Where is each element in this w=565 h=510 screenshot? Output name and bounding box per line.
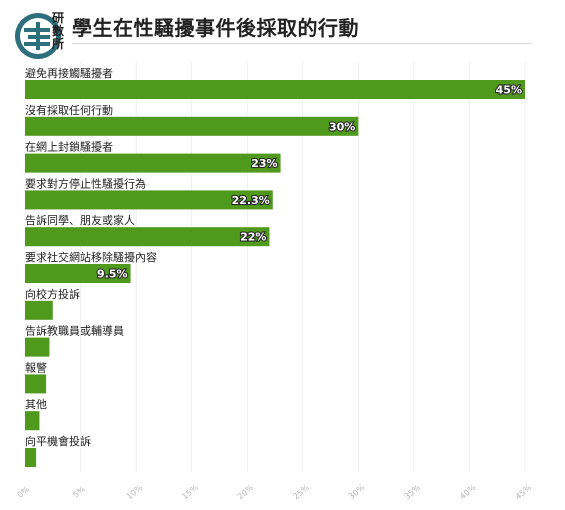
- bar: [25, 264, 131, 283]
- category-label: 報警: [25, 360, 47, 374]
- bar: [25, 300, 53, 320]
- logo-icon: [15, 13, 61, 59]
- title-divider: [72, 43, 532, 44]
- header: 研數所 學生在性騷擾事件後採取的行動: [0, 0, 565, 59]
- data-label: 9.5%: [97, 268, 128, 281]
- x-tick-label: 10%: [125, 483, 145, 502]
- data-label: 22%: [240, 231, 266, 244]
- bar: [25, 448, 37, 467]
- bar: [25, 190, 273, 210]
- logo-text: 研數所: [52, 11, 65, 51]
- x-tick-label: 5%: [71, 484, 87, 499]
- category-label: 向平機會投訴: [25, 434, 91, 448]
- data-label: 23%: [251, 157, 277, 170]
- bar: [25, 337, 50, 357]
- bar: [25, 116, 359, 136]
- x-tick-label: 45%: [514, 483, 534, 502]
- category-label: 在網上封鎖騷擾者: [25, 140, 113, 154]
- category-label: 要求對方停止性騷擾行為: [25, 176, 146, 190]
- x-tick-label: 25%: [291, 483, 311, 502]
- category-label: 沒有採取任何行動: [25, 103, 113, 117]
- category-label: 告訴教職員或輔導員: [25, 324, 124, 338]
- x-tick-label: 40%: [458, 483, 478, 502]
- x-tick-label: 30%: [347, 483, 367, 502]
- x-tick-label: 15%: [180, 483, 200, 502]
- bar: [25, 411, 40, 431]
- bar: [25, 374, 47, 394]
- data-label: 45%: [496, 84, 522, 97]
- bar: [25, 80, 525, 99]
- category-label: 告訴同學、朋友或家人: [25, 213, 135, 227]
- data-label: 22.3%: [232, 194, 270, 207]
- data-label: 30%: [329, 120, 355, 133]
- category-label: 要求社交網站移除騷擾內容: [25, 250, 157, 264]
- category-label: 向校方投訴: [25, 287, 80, 301]
- category-label: 其他: [25, 398, 47, 411]
- x-tick-label: 20%: [236, 483, 256, 502]
- category-label: 避免再接觸騷擾者: [25, 66, 113, 80]
- x-tick-label: 0%: [16, 484, 32, 499]
- bar: [25, 153, 281, 173]
- bar: [25, 227, 270, 247]
- chart-title: 學生在性騷擾事件後採取的行動: [72, 16, 359, 40]
- x-tick-label: 35%: [403, 483, 423, 502]
